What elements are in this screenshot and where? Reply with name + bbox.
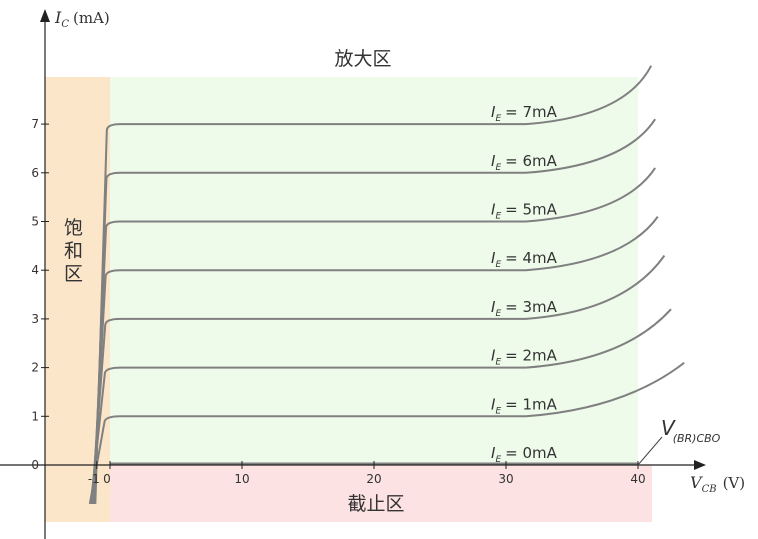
y-axis-label-var: I [54, 8, 62, 27]
curve-ie-3 [90, 255, 666, 505]
x-axis-label-sub: CB [702, 484, 717, 495]
y-tick-label: 7 [31, 117, 39, 131]
curve-label-sub: E [495, 455, 501, 465]
curve-label-var: I [491, 298, 496, 316]
curve-label-sub: E [495, 406, 501, 416]
breakdown-label-sub: (BR)CBO [673, 432, 721, 445]
curve-label-text: = 7mA [505, 103, 557, 121]
curve-label-var: I [491, 201, 496, 219]
y-tick-label: 1 [31, 409, 39, 423]
x-axis-label-var: V [690, 473, 703, 492]
curve-label-text: = 6mA [505, 152, 557, 170]
curve-label-sub: E [495, 114, 501, 124]
y-tick-label: 4 [31, 263, 39, 277]
breakdown-pointer [637, 436, 663, 466]
x-tick-label: 40 [630, 472, 645, 486]
curve-label: IE = 1mA [491, 395, 558, 416]
curve-label-text: = 2mA [505, 347, 557, 365]
x-tick-label: 0 [103, 472, 111, 486]
curve-label: IE = 2mA [491, 347, 558, 368]
x-axis-label-unit: (V) [723, 474, 746, 492]
curve-ie-6 [93, 118, 656, 504]
curve-label-text: = 0mA [505, 444, 557, 462]
x-axis-label: VCB (V) [690, 473, 745, 495]
curve-label-var: I [491, 152, 496, 170]
region-label-cutoff: 截止区 [347, 493, 404, 515]
curve-label-var: I [491, 103, 496, 121]
curve-label-sub: E [495, 163, 501, 173]
curve-label: IE = 7mA [491, 103, 558, 124]
curve-label-text: = 5mA [505, 201, 557, 219]
breakdown-label: V(BR)CBO [661, 416, 721, 445]
y-tick-label: 3 [31, 312, 39, 326]
curve-label-sub: E [495, 358, 501, 368]
y-tick-label: 6 [31, 166, 39, 180]
curve-ie-2 [89, 308, 672, 505]
curve-ie-4 [91, 216, 659, 505]
curve-ie-7 [94, 65, 653, 504]
curve-label: IE = 4mA [491, 249, 558, 270]
curve-label-sub: E [495, 260, 501, 270]
y-axis-label: IC (mA) [54, 8, 110, 30]
y-axis-arrow [40, 9, 50, 22]
curve-label: IE = 6mA [491, 152, 558, 173]
y-tick-label: 0 [31, 458, 39, 472]
curve-label-var: I [491, 444, 496, 462]
curve-label: IE = 5mA [491, 201, 558, 222]
curve-label-text: = 1mA [505, 395, 557, 413]
curve-label-sub: E [495, 212, 501, 222]
curve-ie-1 [88, 361, 685, 505]
x-tick-label: -1 [88, 472, 100, 486]
y-tick-label: 5 [31, 215, 39, 229]
region-label-active: 放大区 [334, 48, 391, 70]
region-cutoff [110, 465, 652, 522]
curve-label: IE = 3mA [491, 298, 558, 319]
curve-label-sub: E [495, 309, 501, 319]
x-axis-arrow [694, 460, 706, 470]
curve-label-var: I [491, 395, 496, 413]
curve-ie-5 [92, 167, 656, 505]
region-saturation [45, 77, 110, 522]
curve-label: IE = 0mA [491, 444, 558, 465]
y-axis-label-sub: C [61, 19, 69, 30]
curve-label-var: I [491, 249, 496, 267]
curve-label-var: I [491, 347, 496, 365]
x-tick-label: 10 [234, 472, 249, 486]
curve-label-text: = 4mA [505, 249, 557, 267]
breakdown-label-main: V [661, 416, 676, 440]
region-label-saturation: 饱和区 [61, 217, 83, 286]
y-axis-label-unit: (mA) [73, 9, 110, 27]
curve-label-text: = 3mA [505, 298, 557, 316]
x-tick-label: 30 [498, 472, 513, 486]
x-tick-label: 20 [366, 472, 381, 486]
y-tick-label: 2 [31, 361, 39, 375]
